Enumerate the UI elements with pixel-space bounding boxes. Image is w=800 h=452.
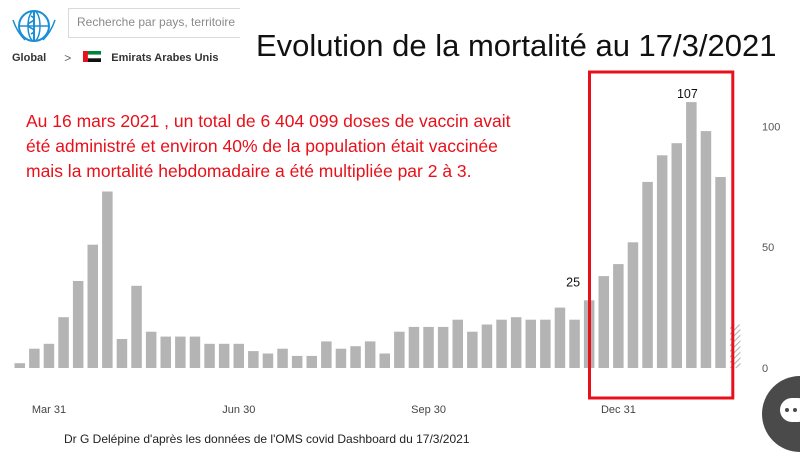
chart-bar [481,324,493,368]
chart-bar [700,131,712,368]
chart-bar [321,341,332,368]
annotation-text: Au 16 mars 2021 , un total de 6 404 099 … [26,109,546,184]
chart-bar [102,191,113,368]
chart-bar [204,343,215,368]
chart-bar [233,343,244,368]
y-tick-label: 50 [762,242,774,254]
breadcrumb-global[interactable]: Global [12,52,47,64]
chart-bar [598,276,609,368]
highlight-box [588,70,735,400]
chart-bar [175,336,186,368]
x-tick-label: Dec 31 [601,404,636,416]
chart-bar [656,155,668,368]
chart-bar [262,353,274,368]
chart-bar [14,363,25,368]
annotation-line: mais la mortalité hebdomadaire a été mul… [26,161,472,181]
chart-bar [116,339,128,368]
chart-bar [364,341,376,368]
chart-bar [452,319,463,368]
chart-bar [379,353,390,368]
annotation-line: été administré et environ 40% de la popu… [26,136,498,156]
chart-bar [554,307,566,368]
chart-bar [642,181,653,368]
chart-bar [335,348,347,368]
source-credit: Dr G Delépine d'après les données de l'O… [64,432,470,446]
chart-bar [496,319,507,368]
chart-bar [350,346,361,368]
breadcrumb-country: Emirats Arabes Unis [111,52,219,64]
chart-bar [467,331,478,368]
chart-bar [58,317,69,368]
chart-bar [394,331,405,368]
y-tick-label: 100 [762,121,780,133]
chart-bar [306,355,317,368]
data-label: 107 [677,87,698,101]
chart-bar [715,177,726,368]
annotation-line: Au 16 mars 2021 , un total de 6 404 099 … [26,111,511,131]
page-title: Evolution de la mortalité au 17/3/2021 [256,28,777,63]
chart-bar [248,351,259,368]
chart-bar [43,343,55,368]
search-box [68,8,250,38]
chart-bar [218,343,230,368]
chart-bar [87,244,98,368]
chart-bar [408,326,420,368]
chart-bar [510,317,522,368]
chart-bar [29,348,40,368]
who-header: Global > Emirats Arabes Unis [0,0,250,72]
chart-bar [525,319,536,368]
chat-bubble-icon [780,398,800,422]
chart-bar [72,281,84,368]
chart-bar [131,285,142,368]
chart-bar [627,242,639,368]
y-tick-label: 0 [762,363,768,375]
chart-bar [423,326,434,368]
breadcrumb: Global > Emirats Arabes Unis [12,48,218,68]
chart-bar [569,319,580,368]
x-tick-label: Jun 30 [222,404,255,416]
chart-bar-partial [729,324,741,368]
chart-bar [145,331,157,368]
who-logo-icon[interactable] [10,6,58,46]
chart-bar [613,264,624,368]
x-tick-label: Mar 31 [32,404,66,416]
chart-bar [189,336,201,368]
chart-bar [277,348,288,368]
chart-bar [540,319,551,368]
chart-bar [291,355,303,368]
chevron-right-icon: > [64,51,72,65]
x-tick-label: Sep 30 [411,404,446,416]
chart-bar [160,336,171,368]
data-label: 25 [566,275,580,289]
chart-bar [437,326,449,368]
chart-bar [671,143,682,368]
chart-bar [686,102,697,368]
search-input[interactable] [69,9,250,35]
